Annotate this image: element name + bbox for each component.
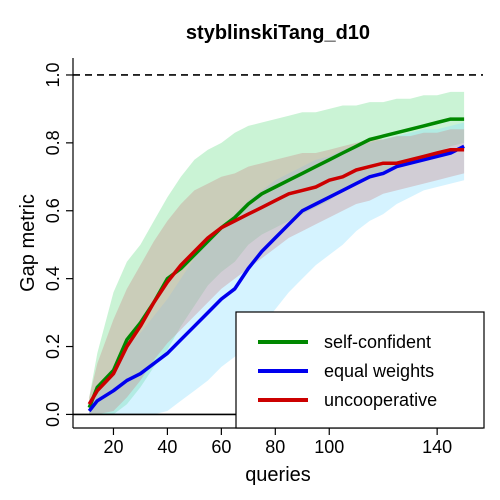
- y-axis-title: Gap metric: [17, 194, 39, 292]
- legend: self-confident equal weights uncooperative: [235, 311, 485, 429]
- y-tick-label: 0.4: [43, 266, 63, 291]
- series-line-equal-weights: [87, 144, 465, 413]
- chart-title: styblinskiTang_d10: [186, 22, 370, 44]
- x-tick-label: 40: [157, 437, 177, 457]
- y-tick-label: 0.6: [43, 198, 63, 223]
- x-tick-label: 60: [211, 437, 231, 457]
- x-tick-label: 140: [422, 437, 452, 457]
- y-tick-label: 0.2: [43, 334, 63, 359]
- legend-label: equal weights: [324, 361, 434, 381]
- series-line-uncooperative: [87, 147, 465, 406]
- y-tick-label: 0.0: [43, 402, 63, 427]
- x-axis-title: queries: [245, 464, 311, 486]
- y-tick-label: 0.8: [43, 130, 63, 155]
- x-tick-label: 80: [265, 437, 285, 457]
- band-equal-weights: [89, 122, 465, 415]
- legend-label: uncooperative: [324, 390, 437, 410]
- x-tick-label: 20: [103, 437, 123, 457]
- legend-label: self-confident: [324, 332, 431, 352]
- x-tick-label: 100: [314, 437, 344, 457]
- y-tick-label: 1.0: [43, 62, 63, 87]
- axes: 20 40 60 80 100 140 0.0 0.2 0.4 0.6 0.8 1.0: [43, 58, 483, 457]
- band-self-confident: [89, 91, 465, 415]
- series-lines: [87, 117, 465, 413]
